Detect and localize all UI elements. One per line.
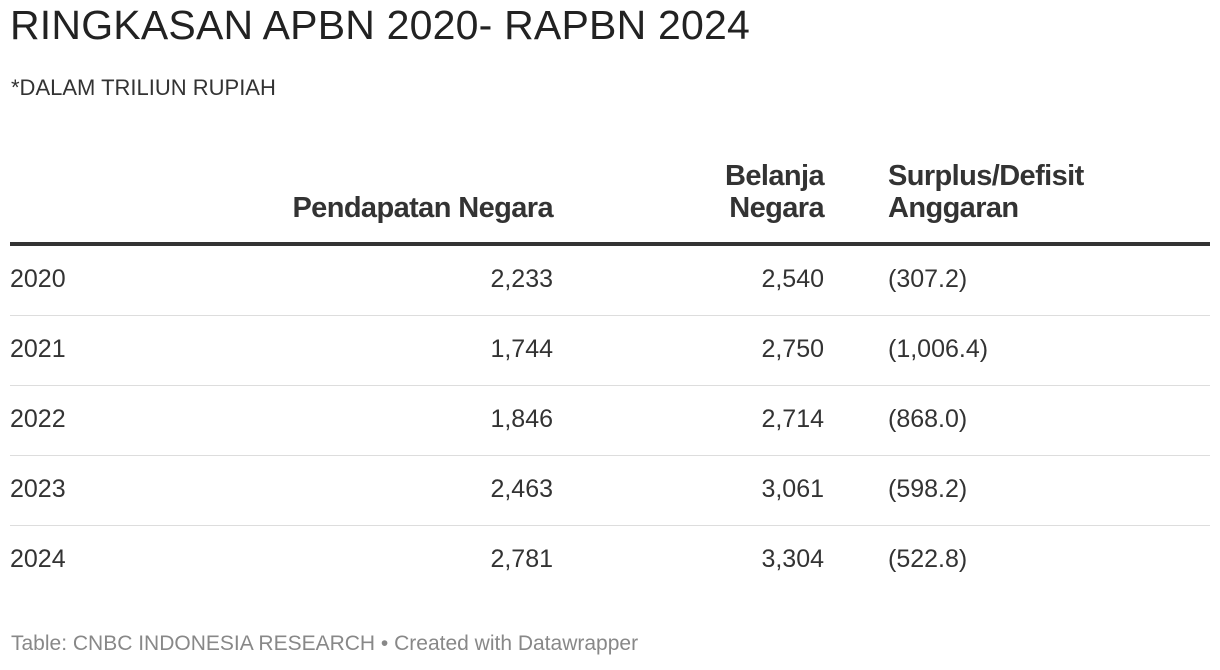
belanja-cell: 3,061 — [761, 475, 824, 503]
source-footer: Table: CNBC INDONESIA RESEARCH • Created… — [11, 632, 639, 655]
header-surplus-defisit: Surplus/Defisit Anggaran — [888, 160, 1084, 224]
header-belanja-negara: Belanja Negara — [725, 160, 825, 224]
pendapatan-cell: 1,744 — [490, 335, 553, 363]
year-cell: 2023 — [10, 475, 66, 503]
year-cell: 2021 — [10, 335, 66, 363]
year-cell: 2024 — [10, 545, 66, 573]
table-row: 2020 2,233 2,540 (307.2) — [10, 246, 1210, 316]
pendapatan-cell: 2,233 — [490, 265, 553, 293]
belanja-cell: 3,304 — [761, 545, 824, 573]
year-cell: 2022 — [10, 405, 66, 433]
table-row: 2023 2,463 3,061 (598.2) — [10, 456, 1210, 526]
data-table: Pendapatan Negara Belanja Negara Surplus… — [10, 158, 1210, 596]
surplus-defisit-cell: (307.2) — [888, 265, 968, 293]
surplus-defisit-cell: (522.8) — [888, 545, 968, 573]
pendapatan-cell: 1,846 — [490, 405, 553, 433]
belanja-cell: 2,750 — [761, 335, 824, 363]
surplus-defisit-cell: (868.0) — [888, 405, 968, 433]
belanja-cell: 2,540 — [761, 265, 824, 293]
table-row: 2021 1,744 2,750 (1,006.4) — [10, 316, 1210, 386]
belanja-cell: 2,714 — [761, 405, 824, 433]
table-row: 2022 1,846 2,714 (868.0) — [10, 386, 1210, 456]
chart-subtitle: *DALAM TRILIUN RUPIAH — [11, 75, 276, 100]
pendapatan-cell: 2,781 — [490, 545, 553, 573]
table-header: Pendapatan Negara Belanja Negara Surplus… — [10, 158, 1210, 246]
pendapatan-cell: 2,463 — [490, 475, 553, 503]
year-cell: 2020 — [10, 265, 66, 293]
header-pendapatan-negara: Pendapatan Negara — [292, 192, 553, 224]
table-row: 2024 2,781 3,304 (522.8) — [10, 526, 1210, 596]
surplus-defisit-cell: (1,006.4) — [888, 335, 989, 363]
surplus-defisit-cell: (598.2) — [888, 475, 968, 503]
chart-title: RINGKASAN APBN 2020- RAPBN 2024 — [10, 2, 750, 48]
